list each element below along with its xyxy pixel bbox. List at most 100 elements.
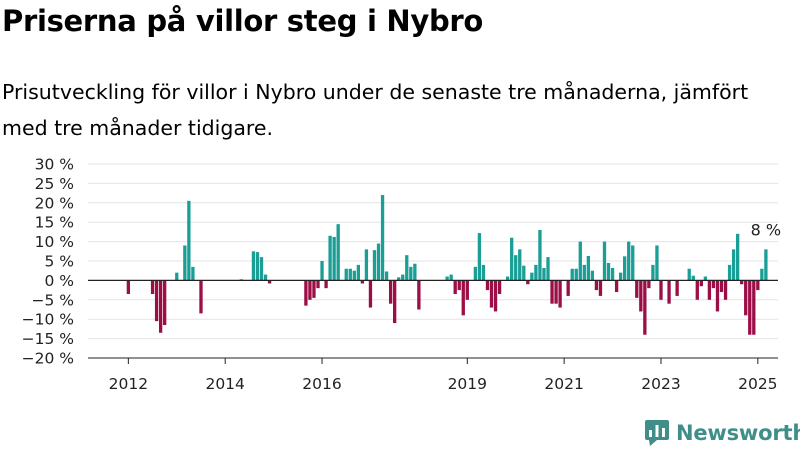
bar	[760, 268, 764, 281]
annotation: 8 %	[751, 220, 781, 239]
bar	[445, 276, 449, 281]
bar	[405, 255, 409, 281]
bar	[526, 280, 530, 285]
brand-logo: Newsworthy	[645, 418, 800, 448]
bar	[449, 274, 453, 281]
bar	[748, 280, 752, 335]
bar	[312, 280, 316, 298]
bar	[514, 255, 518, 281]
bar	[752, 280, 756, 335]
bar	[687, 268, 691, 281]
bar	[473, 266, 478, 281]
bar	[522, 265, 526, 281]
bar	[489, 280, 494, 308]
bar	[263, 274, 268, 281]
bar	[659, 280, 663, 300]
bar	[675, 280, 679, 296]
y-tick-label: 25 %	[35, 175, 74, 193]
bar	[691, 275, 695, 281]
bar	[558, 280, 562, 308]
bar	[655, 245, 659, 281]
bar	[352, 270, 356, 281]
bar	[651, 264, 655, 281]
bar	[344, 268, 348, 281]
bar	[707, 280, 712, 300]
bar	[417, 280, 421, 310]
bar	[126, 280, 131, 294]
bar	[187, 200, 191, 281]
bar	[255, 252, 260, 281]
bar	[614, 280, 619, 293]
y-tick-label: 20 %	[35, 194, 74, 212]
bar	[699, 280, 703, 287]
bar	[477, 233, 482, 281]
bar	[332, 236, 336, 281]
bar	[647, 280, 651, 289]
y-tick-label: 15 %	[35, 214, 74, 232]
x-tick-label: 2016	[302, 375, 341, 393]
bar	[618, 272, 623, 281]
y-tick-label: 30 %	[35, 156, 74, 174]
bar	[320, 261, 324, 281]
bar	[380, 195, 385, 281]
bar	[518, 249, 522, 281]
bar	[590, 270, 595, 281]
bar	[175, 272, 179, 281]
bar	[554, 280, 558, 304]
bar	[740, 280, 744, 285]
chart-subtitle: Prisutveckling för villor i Nybro under …	[2, 80, 749, 140]
bar	[631, 245, 635, 281]
y-tick-label: −10 %	[22, 311, 74, 329]
grid-lines	[88, 163, 778, 359]
bar	[719, 280, 724, 293]
bar	[356, 264, 361, 281]
y-tick-label: 5 %	[44, 253, 74, 271]
x-tick-label: 2014	[205, 375, 244, 393]
bar	[453, 280, 457, 294]
y-tick-label: −5 %	[31, 291, 74, 309]
bar	[457, 280, 461, 291]
bar	[324, 280, 328, 289]
bar	[485, 280, 490, 291]
bar	[348, 268, 352, 281]
data-bars	[126, 195, 768, 335]
bar	[461, 280, 465, 316]
x-tick-label: 2012	[109, 375, 148, 393]
bar	[735, 233, 740, 281]
bar	[606, 262, 611, 281]
bar	[582, 264, 586, 281]
bar	[376, 243, 381, 281]
bar	[731, 249, 736, 281]
bar	[364, 249, 369, 281]
x-tick-label: 2023	[641, 375, 680, 393]
bar	[635, 280, 639, 298]
bar	[566, 280, 570, 296]
bar	[627, 241, 631, 281]
bar	[727, 264, 732, 281]
bar	[550, 280, 554, 304]
bar	[610, 267, 615, 281]
bar	[643, 280, 647, 335]
bar	[413, 263, 417, 281]
bar	[316, 280, 320, 289]
bar	[538, 229, 542, 281]
bar	[639, 280, 643, 312]
bar	[158, 280, 163, 333]
bar	[744, 280, 748, 316]
bar	[465, 280, 469, 300]
bar	[703, 276, 708, 281]
bar	[764, 249, 768, 281]
y-axis-tick-labels: 30 %25 %20 % 15 %10 % 5 %0 %−5 % −10 %−15 %…	[22, 156, 74, 368]
y-tick-label: −20 %	[22, 350, 74, 368]
bar	[304, 280, 308, 306]
bar	[497, 280, 502, 294]
bar	[368, 280, 373, 308]
bar	[586, 255, 591, 281]
bar	[401, 274, 405, 281]
bar	[598, 280, 603, 296]
bar	[623, 256, 627, 281]
bar	[578, 241, 582, 281]
bar	[493, 280, 498, 312]
bar	[602, 241, 607, 281]
